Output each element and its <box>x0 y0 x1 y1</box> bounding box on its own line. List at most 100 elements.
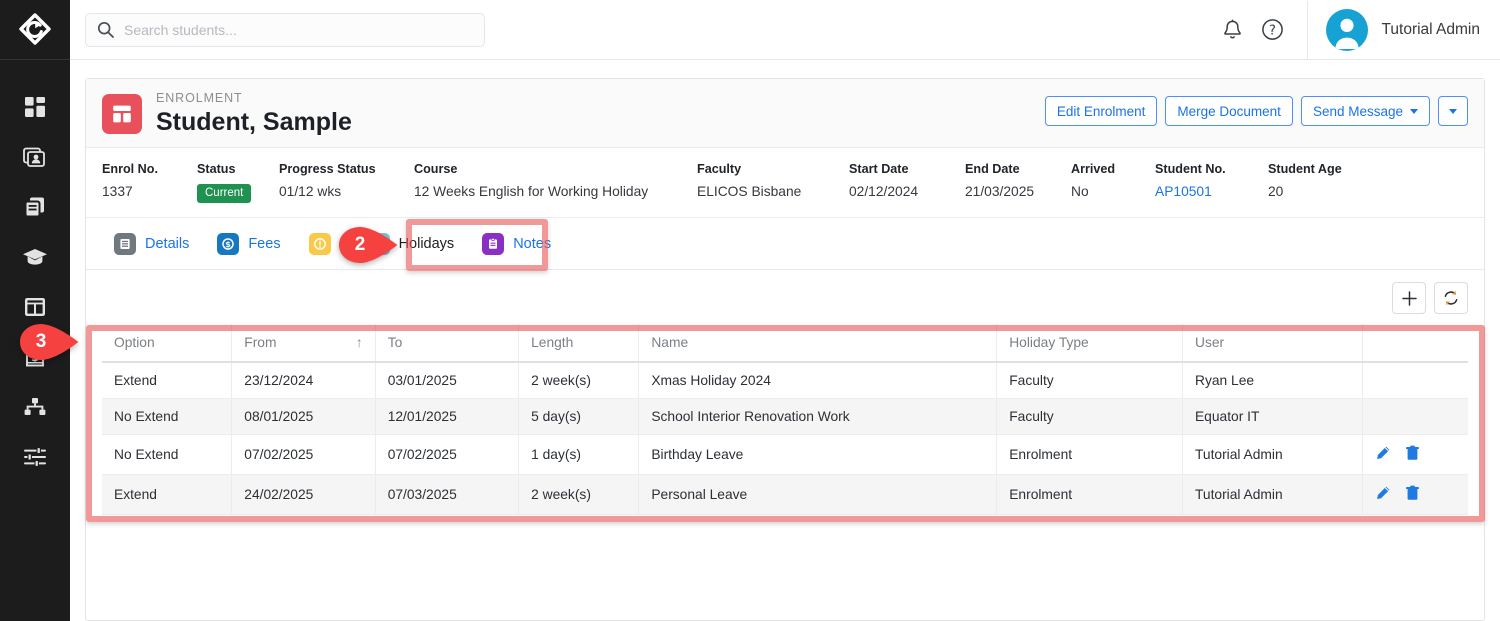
column-header-from-label: From <box>244 335 277 350</box>
help-button[interactable]: ? <box>1253 10 1293 50</box>
cell-actions <box>1362 434 1468 475</box>
tab-alerts[interactable] <box>295 218 354 269</box>
merge-document-button[interactable]: Merge Document <box>1165 96 1293 126</box>
cell-from: 07/02/2025 <box>231 434 376 475</box>
tab-bar: Details $ Fees <box>86 218 1484 270</box>
summary-value: 12 Weeks English for Working Holiday <box>414 184 649 199</box>
refresh-icon <box>1444 290 1458 306</box>
tab-label: Holidays <box>398 235 455 252</box>
tab-holidays[interactable]: Holidays <box>353 218 469 269</box>
cell-holiday-type: Enrolment <box>996 474 1183 515</box>
table-body: Extend 23/12/2024 03/01/2025 2 week(s) X… <box>102 362 1468 515</box>
user-menu[interactable]: Tutorial Admin <box>1325 8 1480 51</box>
sliders-icon <box>24 447 46 467</box>
holidays-table-wrap: Option From ↑ To Length Name Holiday Typ… <box>86 324 1484 531</box>
summary-field-course: Course 12 Weeks English for Working Holi… <box>414 160 697 203</box>
sidebar-item-contacts[interactable] <box>0 132 70 182</box>
delete-trash-icon[interactable] <box>1405 445 1420 464</box>
summary-value: 20 <box>1268 184 1284 199</box>
user-avatar-icon <box>1334 18 1359 49</box>
holidays-table: Option From ↑ To Length Name Holiday Typ… <box>102 324 1468 515</box>
summary-label: Faculty <box>697 162 742 176</box>
add-holiday-button[interactable] <box>1392 282 1426 314</box>
content-area: ENROLMENT Student, Sample Edit Enrolment… <box>70 60 1500 621</box>
table-header-row: Option From ↑ To Length Name Holiday Typ… <box>102 324 1468 363</box>
send-message-button[interactable]: Send Message <box>1300 96 1430 126</box>
cell-length: 1 day(s) <box>518 434 640 475</box>
send-message-label: Send Message <box>1312 103 1403 119</box>
summary-label: End Date <box>965 162 1020 176</box>
calendar-icon <box>367 232 390 255</box>
summary-field-enrol-no: Enrol No. 1337 <box>102 160 197 203</box>
sidebar-item-layout[interactable] <box>0 282 70 332</box>
column-header-to[interactable]: To <box>375 324 520 363</box>
column-header-from[interactable]: From ↑ <box>231 324 376 363</box>
warning-exclamation-icon <box>308 232 331 255</box>
tab-details[interactable]: Details <box>100 218 203 269</box>
tab-label: Fees <box>248 235 281 252</box>
cell-actions <box>1362 398 1468 435</box>
column-header-option[interactable]: Option <box>102 324 233 363</box>
delete-trash-icon[interactable] <box>1405 485 1420 504</box>
table-layout-icon <box>25 298 45 316</box>
cell-name: School Interior Renovation Work <box>638 398 998 435</box>
sidebar-item-dashboard[interactable] <box>0 82 70 132</box>
question-circle-icon: ? <box>1262 19 1283 40</box>
summary-label: Enrol No. <box>102 162 158 176</box>
cell-to: 07/03/2025 <box>375 474 520 515</box>
cell-to: 12/01/2025 <box>375 398 520 435</box>
bell-icon <box>1224 18 1241 38</box>
cell-name: Personal Leave <box>638 474 998 515</box>
search-input[interactable] <box>85 12 485 47</box>
student-no-link[interactable]: AP10501 <box>1155 184 1212 199</box>
more-actions-button[interactable] <box>1438 96 1468 126</box>
tab-label: Notes <box>513 235 552 252</box>
tab-notes[interactable]: Notes <box>468 218 565 269</box>
summary-field-arrived: Arrived No <box>1071 160 1155 203</box>
sidebar-item-agents[interactable] <box>0 382 70 432</box>
notifications-button[interactable] <box>1213 10 1253 50</box>
table-row[interactable]: Extend 23/12/2024 03/01/2025 2 week(s) X… <box>102 362 1468 399</box>
table-row[interactable]: No Extend 08/01/2025 12/01/2025 5 day(s)… <box>102 398 1468 435</box>
summary-field-student-age: Student Age 20 <box>1268 160 1378 203</box>
table-row[interactable]: No Extend 07/02/2025 07/02/2025 1 day(s)… <box>102 434 1468 475</box>
tab-label: Details <box>145 235 190 252</box>
sidebar-item-finance[interactable]: $ <box>0 332 70 382</box>
table-row[interactable]: Extend 24/02/2025 07/03/2025 2 week(s) P… <box>102 474 1468 515</box>
cell-length: 5 day(s) <box>518 398 640 435</box>
merge-document-label: Merge Document <box>1177 103 1281 119</box>
table-toolbar <box>86 270 1484 324</box>
dollar-circle-icon: $ <box>217 232 240 255</box>
document-icon <box>114 232 136 255</box>
sort-ascending-icon: ↑ <box>355 334 363 350</box>
edit-enrolment-button[interactable]: Edit Enrolment <box>1044 96 1158 126</box>
status-badge: Current <box>197 184 252 203</box>
app-logo[interactable] <box>0 0 70 60</box>
search-box[interactable] <box>85 12 485 47</box>
record-header: ENROLMENT Student, Sample Edit Enrolment… <box>86 79 1484 148</box>
summary-field-student-no: Student No. AP10501 <box>1155 160 1268 203</box>
grid-icon <box>25 97 45 117</box>
main-area: ? Tutorial Admin <box>70 0 1500 621</box>
column-header-user[interactable]: User <box>1182 324 1364 363</box>
summary-label: Status <box>197 162 236 176</box>
edit-pencil-icon[interactable] <box>1375 445 1391 464</box>
sidebar-item-settings[interactable] <box>0 432 70 482</box>
row-action-group <box>1375 485 1456 504</box>
summary-label: Progress Status <box>279 162 376 176</box>
cell-user: Tutorial Admin <box>1182 434 1364 475</box>
edit-pencil-icon[interactable] <box>1375 485 1391 504</box>
refresh-button[interactable] <box>1434 282 1468 314</box>
summary-field-progress-status: Progress Status 01/12 wks <box>279 160 414 203</box>
cell-length: 2 week(s) <box>518 362 640 399</box>
graduation-cap-icon <box>23 249 47 265</box>
sidebar-item-courses[interactable] <box>0 232 70 282</box>
table-head: Option From ↑ To Length Name Holiday Typ… <box>102 324 1468 363</box>
tab-fees[interactable]: $ Fees <box>203 218 294 269</box>
column-header-holiday-type[interactable]: Holiday Type <box>996 324 1183 363</box>
cell-option: Extend <box>102 362 233 399</box>
summary-value: ELICOS Bisbane <box>697 184 802 199</box>
sidebar-item-documents[interactable] <box>0 182 70 232</box>
column-header-length[interactable]: Length <box>518 324 640 363</box>
column-header-name[interactable]: Name <box>638 324 998 363</box>
